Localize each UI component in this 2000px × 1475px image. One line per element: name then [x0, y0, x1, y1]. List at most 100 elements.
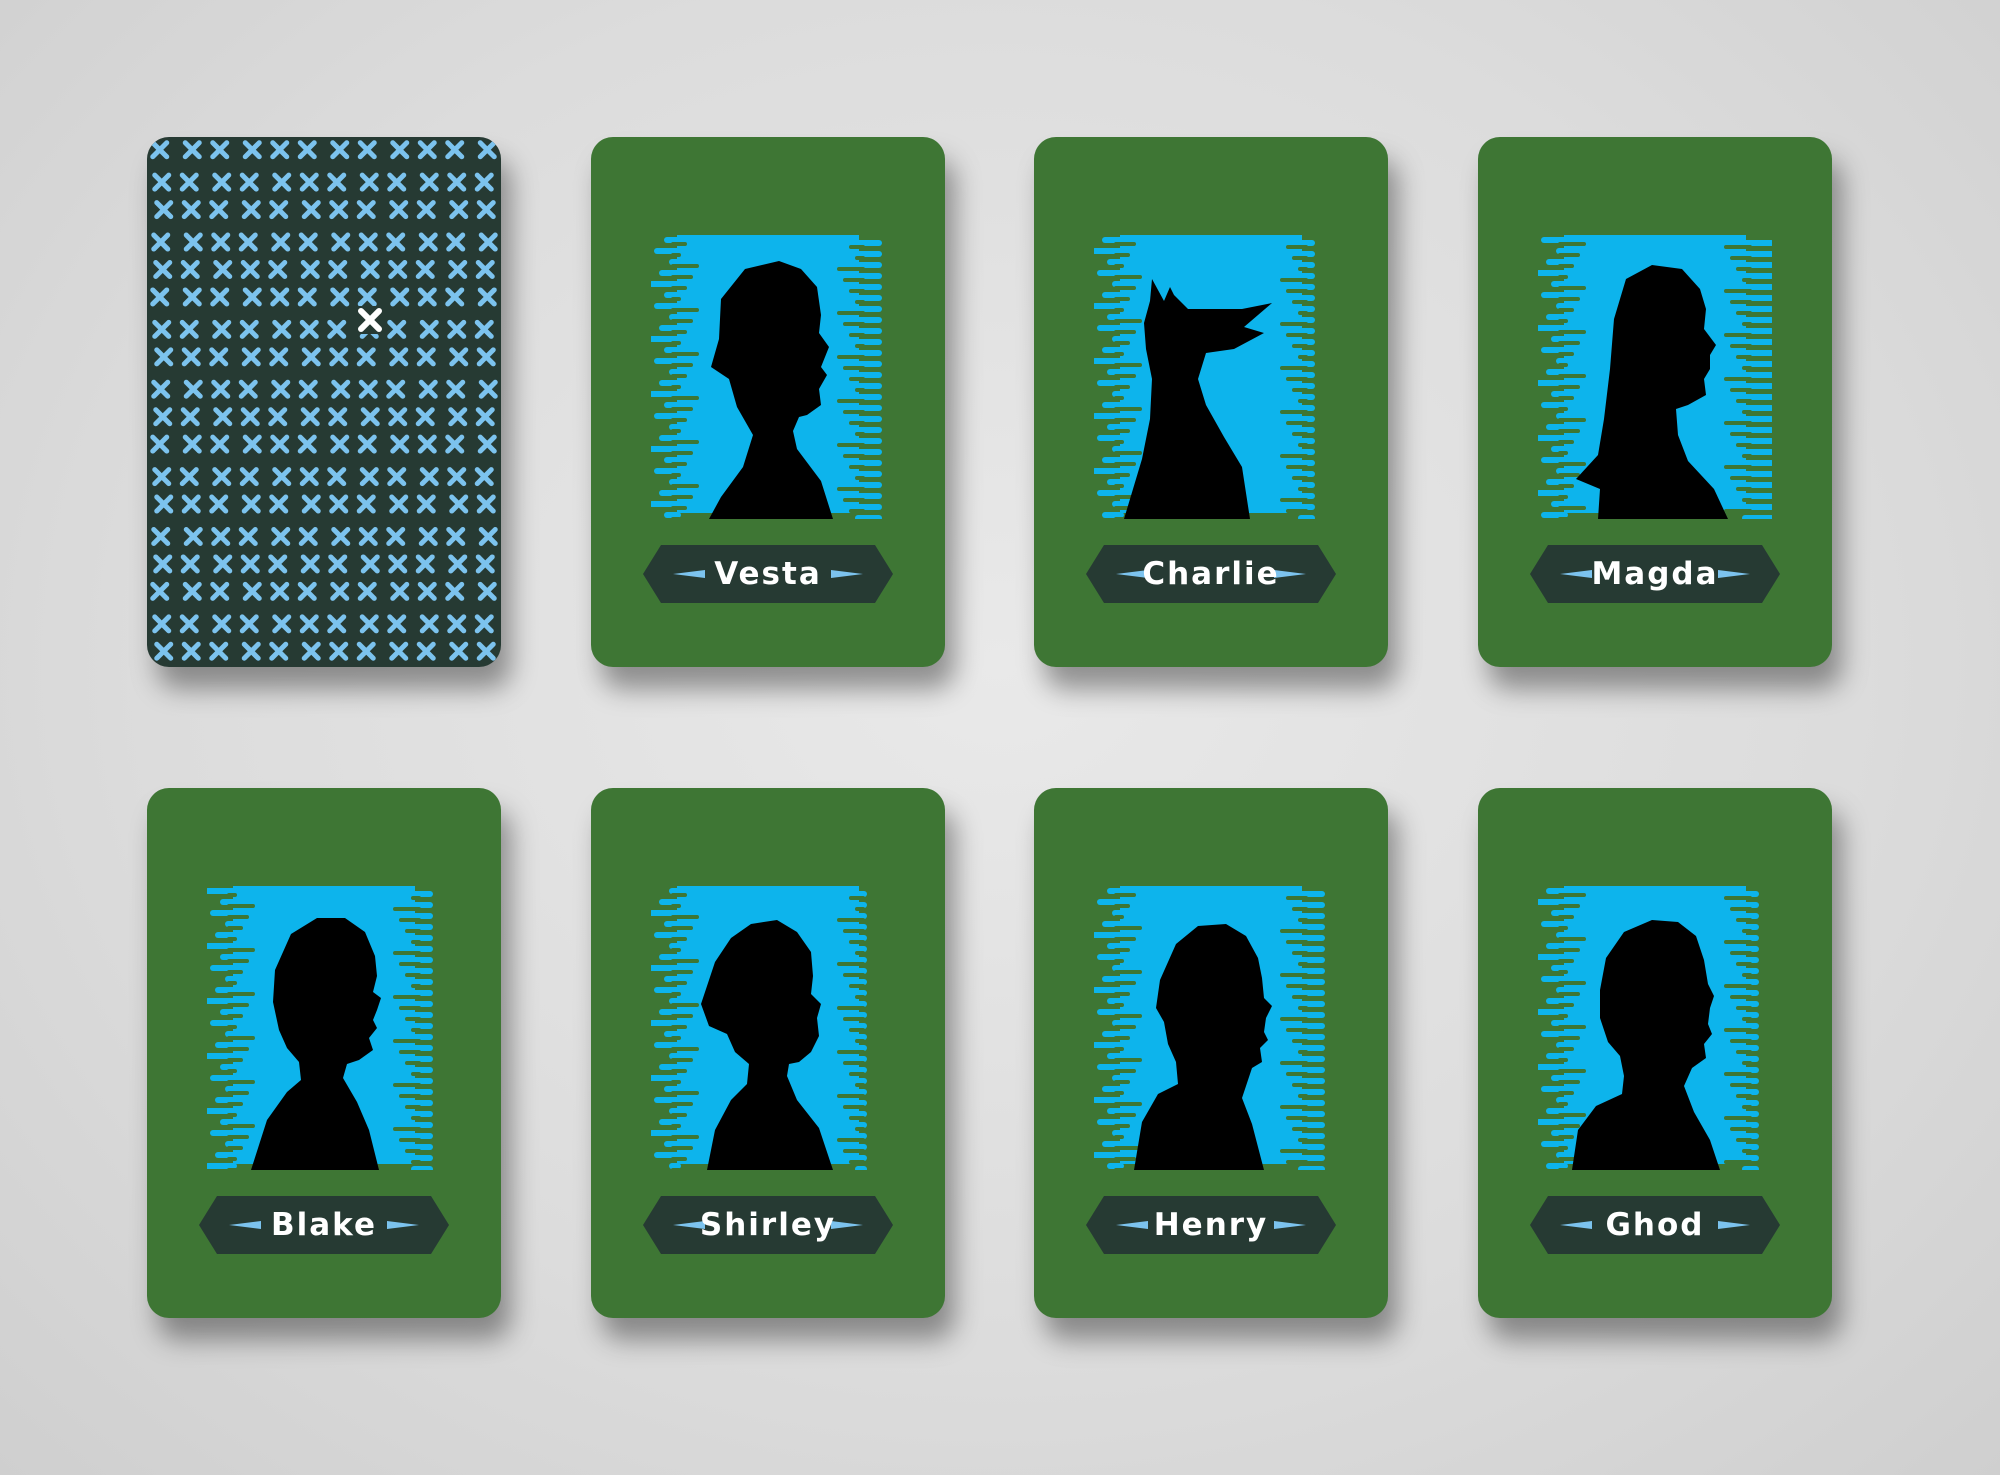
x-icon	[153, 407, 173, 427]
arrow-right-icon	[387, 1221, 419, 1229]
x-icon	[387, 319, 407, 339]
portrait	[1094, 229, 1328, 519]
x-icon	[150, 140, 170, 160]
x-icon	[269, 347, 289, 367]
x-icon	[182, 287, 202, 307]
x-pattern	[150, 140, 498, 661]
x-icon	[447, 467, 467, 487]
x-icon	[238, 527, 258, 546]
x-icon	[445, 140, 465, 160]
x-icon	[328, 407, 348, 427]
woman-short-hair-silhouette-icon	[651, 235, 882, 519]
x-icon	[328, 260, 348, 279]
x-icon	[183, 379, 203, 399]
portrait	[651, 229, 885, 519]
x-icon	[419, 319, 439, 339]
x-icon	[297, 287, 317, 307]
x-icon	[449, 347, 469, 367]
character-card-blake[interactable]: Blake	[147, 788, 501, 1318]
x-icon	[213, 554, 233, 574]
nameplate: Charlie	[1086, 545, 1336, 603]
x-icon	[209, 347, 229, 367]
character-card-charlie[interactable]: Charlie	[1034, 137, 1388, 667]
x-icon	[271, 379, 291, 399]
x-icon	[387, 467, 407, 487]
x-icon	[182, 434, 202, 454]
character-card-ghod[interactable]: Ghod	[1478, 788, 1832, 1318]
x-icon	[271, 232, 291, 252]
x-icon	[328, 554, 348, 574]
x-icon	[358, 232, 378, 252]
character-card-vesta[interactable]: Vesta	[591, 137, 945, 667]
nameplate: Ghod	[1530, 1196, 1780, 1254]
character-card-henry[interactable]: Henry	[1034, 788, 1388, 1318]
nameplate: Vesta	[643, 545, 893, 603]
x-icon	[416, 494, 436, 514]
character-name: Blake	[271, 1207, 377, 1243]
nameplate: Blake	[199, 1196, 449, 1254]
arrow-left-icon	[1116, 570, 1148, 578]
x-icon	[151, 232, 171, 252]
x-icon	[331, 527, 351, 546]
character-card-shirley[interactable]: Shirley	[591, 788, 945, 1318]
x-icon	[270, 581, 290, 601]
highlight-x-icon	[358, 308, 382, 332]
character-name: Henry	[1153, 1207, 1269, 1243]
x-icon	[300, 407, 320, 427]
x-icon	[387, 172, 407, 192]
x-icon	[182, 581, 202, 601]
character-card-magda[interactable]: Magda	[1478, 137, 1832, 667]
man-silhouette-icon	[1094, 886, 1325, 1170]
x-icon	[415, 554, 435, 574]
x-icon	[475, 554, 495, 574]
card-back[interactable]	[147, 137, 501, 667]
x-icon	[356, 494, 376, 514]
x-icon	[475, 407, 495, 427]
x-icon	[389, 200, 409, 220]
x-icon	[209, 200, 229, 220]
x-icon	[477, 140, 497, 160]
x-icon	[242, 581, 262, 601]
x-icon	[327, 319, 347, 339]
arrow-right-icon	[831, 1221, 863, 1229]
x-icon	[478, 232, 498, 252]
x-icon	[356, 347, 376, 367]
x-icon	[329, 494, 349, 514]
x-icon	[272, 319, 292, 339]
x-icon	[418, 232, 438, 252]
x-icon	[153, 260, 173, 279]
x-icon	[268, 407, 288, 427]
x-icon	[389, 494, 409, 514]
x-icon	[213, 407, 233, 427]
arrow-left-icon	[1116, 1221, 1148, 1229]
x-icon	[327, 614, 347, 634]
x-icon	[210, 581, 230, 601]
x-icon	[151, 527, 171, 546]
x-icon	[416, 641, 436, 661]
x-icon	[476, 641, 496, 661]
x-icon	[417, 287, 437, 307]
x-icon	[210, 434, 230, 454]
x-icon	[386, 379, 406, 399]
x-icon	[240, 554, 260, 574]
x-icon	[240, 407, 260, 427]
x-icon	[299, 467, 319, 487]
arrow-left-icon	[673, 570, 705, 578]
x-icon	[447, 319, 467, 339]
x-icon	[416, 347, 436, 367]
x-icon	[241, 200, 261, 220]
x-icon	[182, 140, 202, 160]
x-icon	[447, 172, 467, 192]
arrow-right-icon	[1718, 570, 1750, 578]
x-icon	[300, 260, 320, 279]
x-icon	[272, 467, 292, 487]
portrait	[1538, 880, 1772, 1170]
x-icon	[299, 614, 319, 634]
x-icon	[356, 641, 376, 661]
x-icon	[449, 200, 469, 220]
x-icon	[300, 554, 320, 574]
x-icon	[152, 319, 172, 339]
x-icon	[211, 379, 231, 399]
x-icon	[388, 407, 408, 427]
x-icon	[239, 467, 259, 487]
